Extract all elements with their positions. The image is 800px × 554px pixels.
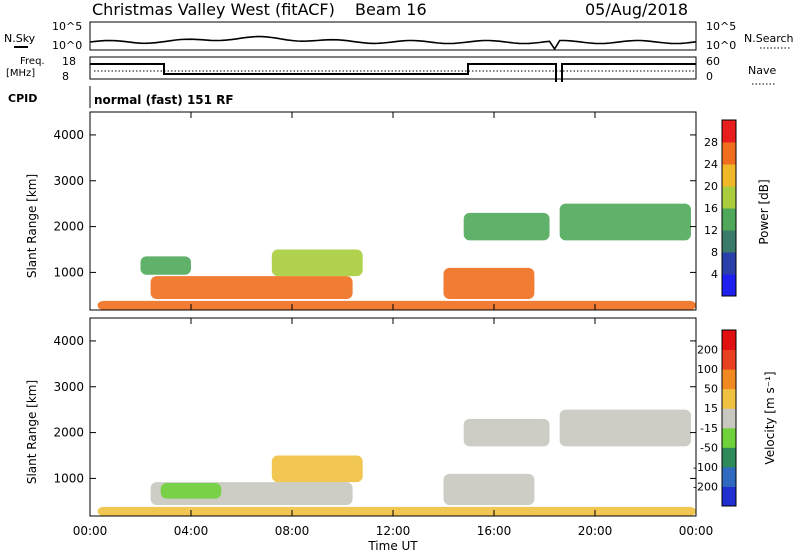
velocity-ylabel: Slant Range [km] bbox=[25, 380, 39, 484]
velocity-colorbar-tick-2: 50 bbox=[704, 383, 718, 396]
nsearch-tick-bottom: 10^0 bbox=[706, 39, 736, 52]
power-colorbar-swatch-1 bbox=[722, 252, 736, 275]
nsky-panel-frame bbox=[89, 21, 697, 51]
nsearch-tick-top: 10^5 bbox=[706, 20, 736, 33]
velocity-ytick-label-3: 1000 bbox=[53, 471, 84, 485]
power-region-6 bbox=[559, 203, 691, 241]
velocity-colorbar-tick-4: -15 bbox=[700, 422, 718, 435]
power-colorbar-tick-3: 16 bbox=[704, 202, 718, 215]
nave-label: Nave bbox=[748, 64, 776, 77]
nsky-series-line bbox=[89, 35, 697, 51]
velocity-region-3 bbox=[160, 483, 222, 499]
velocity-region-4 bbox=[443, 473, 535, 505]
velocity-colorbar-tick-1: 100 bbox=[697, 363, 718, 376]
cpid-value: normal (fast) 151 RF bbox=[94, 93, 234, 107]
velocity-colorbar-swatch-1 bbox=[722, 466, 736, 487]
power-colorbar-swatch-7 bbox=[722, 120, 736, 143]
freq-tick-bottom: 8 bbox=[62, 70, 69, 83]
power-colorbar: 28 24 20 16 12 8 4 bbox=[704, 119, 737, 297]
velocity-colorbar-tick-0: 200 bbox=[697, 344, 718, 357]
velocity-colorbar-label: Velocity [m s⁻¹] bbox=[763, 371, 777, 464]
freq-tick-top: 18 bbox=[62, 55, 76, 68]
power-region-5 bbox=[463, 212, 550, 241]
nsky-tick-top: 10^5 bbox=[52, 20, 82, 33]
power-colorbar-label: Power [dB] bbox=[757, 179, 771, 244]
power-colorbar-tick-1: 24 bbox=[704, 158, 718, 171]
time-xaxis: 00:00 04:00 08:00 12:00 16:00 20:00 00:00 bbox=[73, 112, 714, 538]
station-title: Christmas Valley West (fitACF) bbox=[92, 0, 335, 19]
nsearch-label: N.Search bbox=[744, 32, 794, 45]
date-label: 05/Aug/2018 bbox=[585, 0, 688, 19]
velocity-colorbar-swatch-0 bbox=[722, 486, 736, 507]
power-colorbar-swatch-4 bbox=[722, 186, 736, 209]
xtick-label-3: 12:00 bbox=[376, 524, 411, 538]
power-colorbar-tick-4: 12 bbox=[704, 224, 718, 237]
power-colorbar-swatch-2 bbox=[722, 230, 736, 253]
velocity-region-6 bbox=[559, 409, 691, 447]
velocity-ytick-label-0: 4000 bbox=[53, 334, 84, 348]
power-region-3 bbox=[140, 256, 191, 275]
freq-unit-label: [MHz] bbox=[6, 68, 35, 79]
freq-series-line bbox=[90, 63, 696, 82]
velocity-region-5 bbox=[463, 418, 550, 447]
velocity-ytick-label-1: 3000 bbox=[53, 380, 84, 394]
velocity-colorbar-swatch-2 bbox=[722, 447, 736, 468]
cpid-label: CPID bbox=[8, 92, 37, 105]
xaxis-label: Time UT bbox=[367, 539, 418, 553]
velocity-colorbar-tick-6: -100 bbox=[693, 461, 718, 474]
velocity-colorbar: 200 100 50 15 -15 -50 -100 -200 bbox=[693, 329, 737, 507]
xtick-label-2: 08:00 bbox=[275, 524, 310, 538]
velocity-colorbar-swatch-5 bbox=[722, 388, 736, 409]
power-region-1 bbox=[150, 276, 353, 299]
velocity-colorbar-frame bbox=[721, 329, 737, 507]
power-ytick-label-3: 1000 bbox=[53, 265, 84, 279]
power-colorbar-swatch-5 bbox=[722, 164, 736, 187]
xtick-label-5: 20:00 bbox=[578, 524, 613, 538]
freq-label: Freq. bbox=[20, 56, 45, 67]
velocity-colorbar-swatch-6 bbox=[722, 369, 736, 390]
nave-tick-bottom: 0 bbox=[706, 70, 713, 83]
power-colorbar-tick-6: 4 bbox=[711, 268, 718, 281]
velocity-colorbar-swatch-7 bbox=[722, 349, 736, 370]
power-ytick-label-0: 4000 bbox=[53, 128, 84, 142]
power-region-4 bbox=[443, 267, 535, 299]
velocity-region-2 bbox=[271, 455, 363, 483]
power-ytick-label-1: 3000 bbox=[53, 174, 84, 188]
velocity-colorbar-swatch-4 bbox=[722, 408, 736, 429]
power-ylabel: Slant Range [km] bbox=[25, 174, 39, 278]
power-region-0 bbox=[97, 300, 696, 310]
xtick-label-0: 00:00 bbox=[73, 524, 108, 538]
nave-tick-top: 60 bbox=[706, 55, 720, 68]
power-colorbar-swatch-6 bbox=[722, 142, 736, 165]
freq-panel-frame bbox=[89, 56, 697, 80]
power-colorbar-tick-5: 8 bbox=[711, 246, 718, 259]
velocity-ytick-label-2: 2000 bbox=[53, 426, 84, 440]
power-region-2 bbox=[271, 249, 363, 277]
power-yaxis: 4000 3000 2000 1000 bbox=[53, 128, 696, 279]
xtick-label-4: 16:00 bbox=[477, 524, 512, 538]
nsky-label: N.Sky bbox=[4, 32, 36, 45]
beam-label: Beam 16 bbox=[355, 0, 427, 19]
power-colorbar-swatch-0 bbox=[722, 274, 736, 297]
velocity-yaxis: 4000 3000 2000 1000 bbox=[53, 334, 696, 485]
power-ytick-label-2: 2000 bbox=[53, 220, 84, 234]
velocity-colorbar-swatch-8 bbox=[722, 330, 736, 351]
power-colorbar-swatch-3 bbox=[722, 208, 736, 231]
xtick-label-6: 00:00 bbox=[679, 524, 714, 538]
power-colorbar-tick-0: 28 bbox=[704, 136, 718, 149]
velocity-colorbar-swatch-3 bbox=[722, 427, 736, 448]
xtick-label-1: 04:00 bbox=[174, 524, 209, 538]
power-heatmap bbox=[97, 203, 696, 310]
velocity-heatmap bbox=[97, 409, 696, 516]
nsky-tick-bottom: 10^0 bbox=[52, 39, 82, 52]
power-colorbar-tick-2: 20 bbox=[704, 180, 718, 193]
velocity-colorbar-tick-7: -200 bbox=[693, 480, 718, 493]
velocity-colorbar-tick-3: 15 bbox=[704, 402, 718, 415]
velocity-colorbar-tick-5: -50 bbox=[700, 441, 718, 454]
velocity-region-0 bbox=[97, 506, 696, 516]
power-colorbar-frame bbox=[721, 119, 737, 297]
